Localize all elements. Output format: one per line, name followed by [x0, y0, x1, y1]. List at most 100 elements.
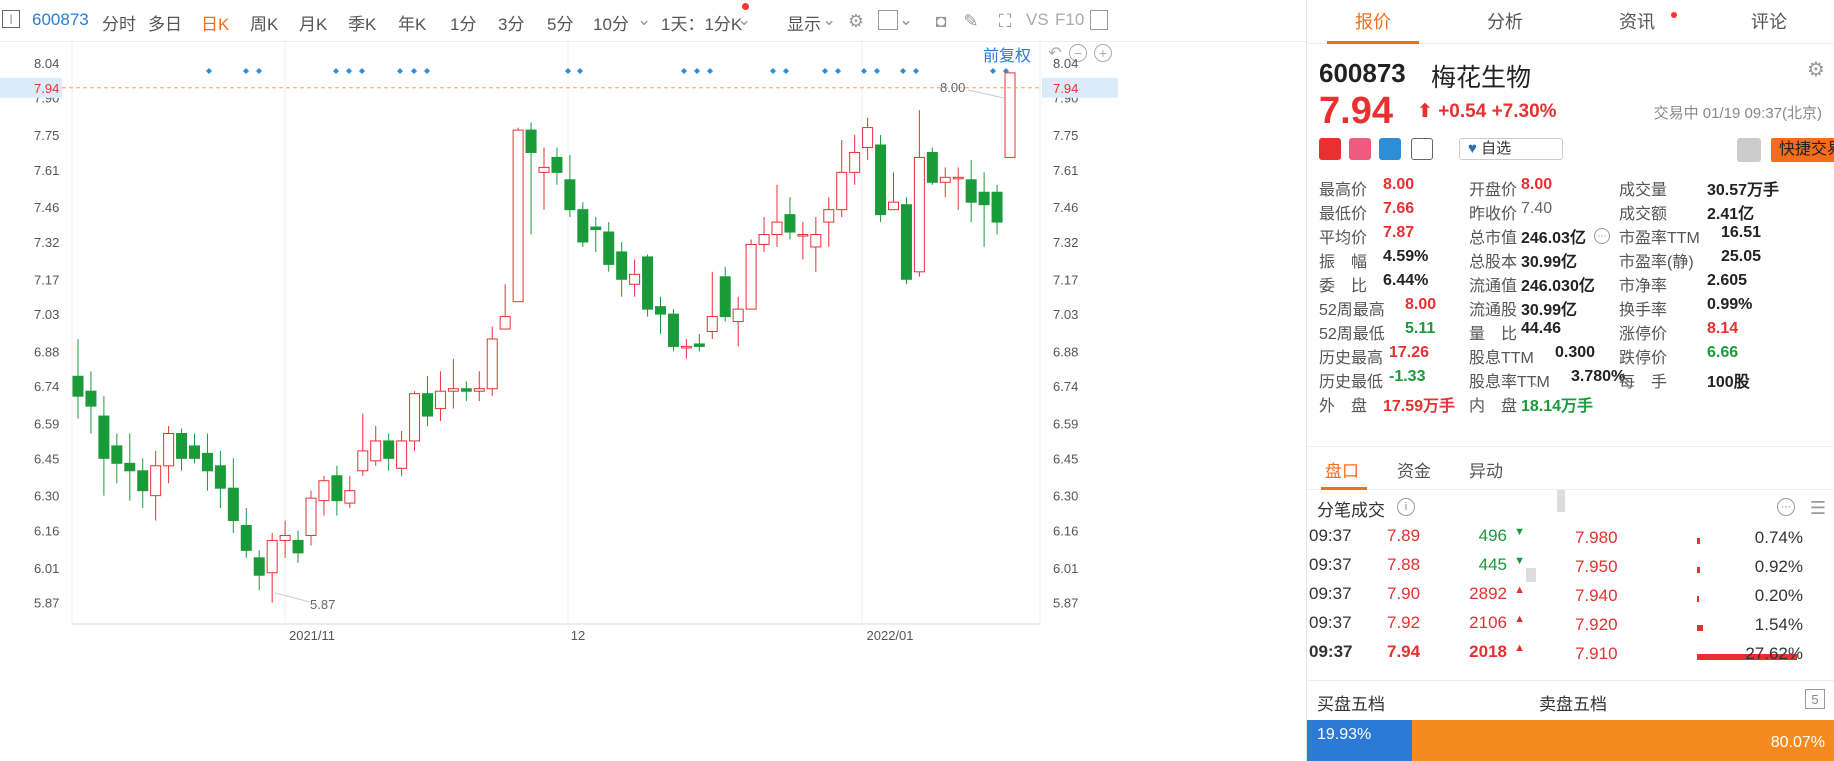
buy-ratio-label: 19.93%	[1317, 726, 1372, 743]
zoom-in-icon[interactable]: +	[1094, 44, 1112, 62]
quote-label: 平均价	[1319, 230, 1368, 247]
tab-quote[interactable]: 报价	[1307, 0, 1439, 44]
candle-body	[667, 313, 679, 347]
timeframe-select[interactable]: 1天：1分K	[661, 15, 743, 34]
y-tick-right: 6.45	[1053, 451, 1078, 466]
event-diamond-icon	[243, 68, 249, 74]
tab-analysis[interactable]: 分析	[1487, 12, 1523, 32]
subtab-anomaly[interactable]: 异动	[1469, 462, 1503, 481]
sell-ratio-label: 80.07%	[1770, 734, 1825, 751]
toolbar-code[interactable]: 600873	[32, 10, 89, 29]
panel-toggle-icon[interactable]	[1090, 10, 1108, 30]
quote-tabs: 报价 分析 资讯 评论	[1307, 0, 1834, 44]
tag-row: ♥ 自选 快捷交易	[1319, 138, 1834, 164]
layout-chevron-icon[interactable]: ⌄	[899, 10, 914, 29]
settings-gear-icon[interactable]: ⚙	[1807, 58, 1825, 81]
candle-body	[771, 221, 783, 236]
f10-button[interactable]: F10	[1055, 10, 1085, 29]
display-menu[interactable]: 显示	[787, 15, 821, 34]
book-percent: 0.74%	[1754, 528, 1803, 547]
up-triangle-icon: ▲	[1514, 642, 1525, 654]
candle-body	[525, 129, 537, 153]
sidebar-toggle-icon[interactable]: |	[2, 10, 20, 28]
candle-body	[422, 393, 433, 417]
tick-volume: 445	[1478, 555, 1507, 574]
down-triangle-icon: ▼	[1514, 526, 1525, 538]
candle-body	[137, 470, 149, 492]
x-axis-label: 12	[571, 628, 585, 643]
period-tab-day-k[interactable]: 日K	[201, 15, 230, 34]
camera-icon[interactable]: ◘	[935, 10, 947, 31]
event-diamond-icon	[861, 68, 867, 74]
subtab-orderbook[interactable]: 盘口	[1325, 462, 1359, 481]
candle-body	[124, 462, 136, 472]
candlestick-chart[interactable]: 8.04 8.047.90 7.907.75 7.757.61 7.617.46 7.46…	[0, 42, 1306, 761]
tag-label-icon[interactable]	[1379, 138, 1401, 160]
quote-value: 44.46	[1521, 320, 1562, 337]
quote-value: 17.26	[1389, 344, 1430, 361]
candle-body	[499, 316, 511, 330]
display-chevron-icon[interactable]: ⌄	[822, 10, 837, 29]
collapse-chevron-icon[interactable]: ⌃	[1528, 379, 1540, 396]
vs-compare-button[interactable]: VS	[1026, 10, 1049, 29]
list-icon[interactable]: ☰	[1809, 497, 1827, 518]
quote-row: 历史最高 17.26 股息TTM 0.300 跌停价 6.66	[1319, 344, 1829, 368]
sell-ratio-bar: 80.07%	[1412, 720, 1834, 761]
adjust-mode-button[interactable]: 前复权	[983, 48, 1032, 65]
y-tick-right: 6.01	[1053, 561, 1078, 576]
layout-square-icon[interactable]	[878, 10, 898, 30]
subtab-funds[interactable]: 资金	[1397, 462, 1431, 481]
china-flag-icon[interactable]	[1319, 138, 1341, 160]
period-tab-3min[interactable]: 3分	[498, 15, 525, 34]
add-watchlist-button[interactable]: ♥ 自选	[1459, 138, 1563, 160]
subtab-underline	[1321, 487, 1367, 490]
period-tab-week-k[interactable]: 周K	[250, 15, 279, 34]
quote-label: 历史最高	[1319, 350, 1384, 367]
period-tab-year-k[interactable]: 年K	[398, 15, 427, 34]
book-price: 7.940	[1575, 586, 1618, 605]
event-diamond-icon	[694, 68, 700, 74]
event-diamond-icon	[333, 68, 339, 74]
info-icon[interactable]: i	[1397, 498, 1415, 516]
news-dot	[1671, 12, 1677, 18]
candle-body	[745, 243, 757, 310]
period-tab-1min[interactable]: 1分	[450, 15, 477, 34]
timeframe-chevron-icon[interactable]: ⌄	[737, 10, 752, 29]
settings-gear-icon[interactable]: ⚙	[847, 10, 865, 31]
book-price: 7.950	[1575, 557, 1618, 576]
fullscreen-icon[interactable]: ⛶	[998, 10, 1012, 31]
more-icon[interactable]: ⋯	[1777, 498, 1795, 516]
bell-icon[interactable]	[1737, 138, 1761, 162]
book-percent: 27.62%	[1745, 644, 1803, 663]
candle-body	[357, 450, 369, 472]
lightning-icon[interactable]	[1349, 138, 1371, 160]
y-tick-left: 7.03	[34, 307, 59, 322]
notes-icon[interactable]	[1411, 138, 1433, 160]
zoom-out-icon[interactable]: −	[1069, 44, 1087, 62]
period-chevron-icon[interactable]: ⌄	[637, 10, 652, 29]
period-tab-10min[interactable]: 10分	[593, 15, 629, 34]
tab-news[interactable]: 资讯	[1619, 12, 1655, 32]
five-level-icon[interactable]: 5	[1805, 689, 1825, 709]
tick-time: 09:37	[1309, 555, 1352, 574]
pencil-icon[interactable]: ✎	[963, 10, 979, 31]
quote-value: 8.00	[1521, 176, 1553, 193]
quick-trade-button[interactable]: 快捷交易	[1771, 138, 1834, 162]
reset-icon[interactable]: ↶	[1048, 45, 1062, 62]
candle-body	[888, 201, 899, 211]
high-annotation: 8.00	[940, 80, 965, 95]
period-tab-season-k[interactable]: 季K	[348, 15, 377, 34]
period-tab-month-k[interactable]: 月K	[299, 15, 328, 34]
tab-comments[interactable]: 评论	[1751, 12, 1787, 32]
quote-value: 18.14万手	[1521, 398, 1594, 415]
tick-scrollbar[interactable]	[1526, 568, 1536, 582]
more-icon[interactable]: ⋯	[1594, 228, 1610, 244]
quote-label: 市净率	[1619, 278, 1668, 295]
book-scrollbar[interactable]	[1557, 490, 1565, 512]
period-tab-5min[interactable]: 5分	[547, 15, 574, 34]
quote-label: 股息率TTM	[1469, 374, 1550, 391]
quote-value: 100股	[1707, 374, 1750, 391]
period-tab-duori[interactable]: 多日	[148, 15, 182, 34]
period-tab-fenshi[interactable]: 分时	[102, 15, 136, 34]
quote-value: 246.030亿	[1521, 278, 1595, 295]
